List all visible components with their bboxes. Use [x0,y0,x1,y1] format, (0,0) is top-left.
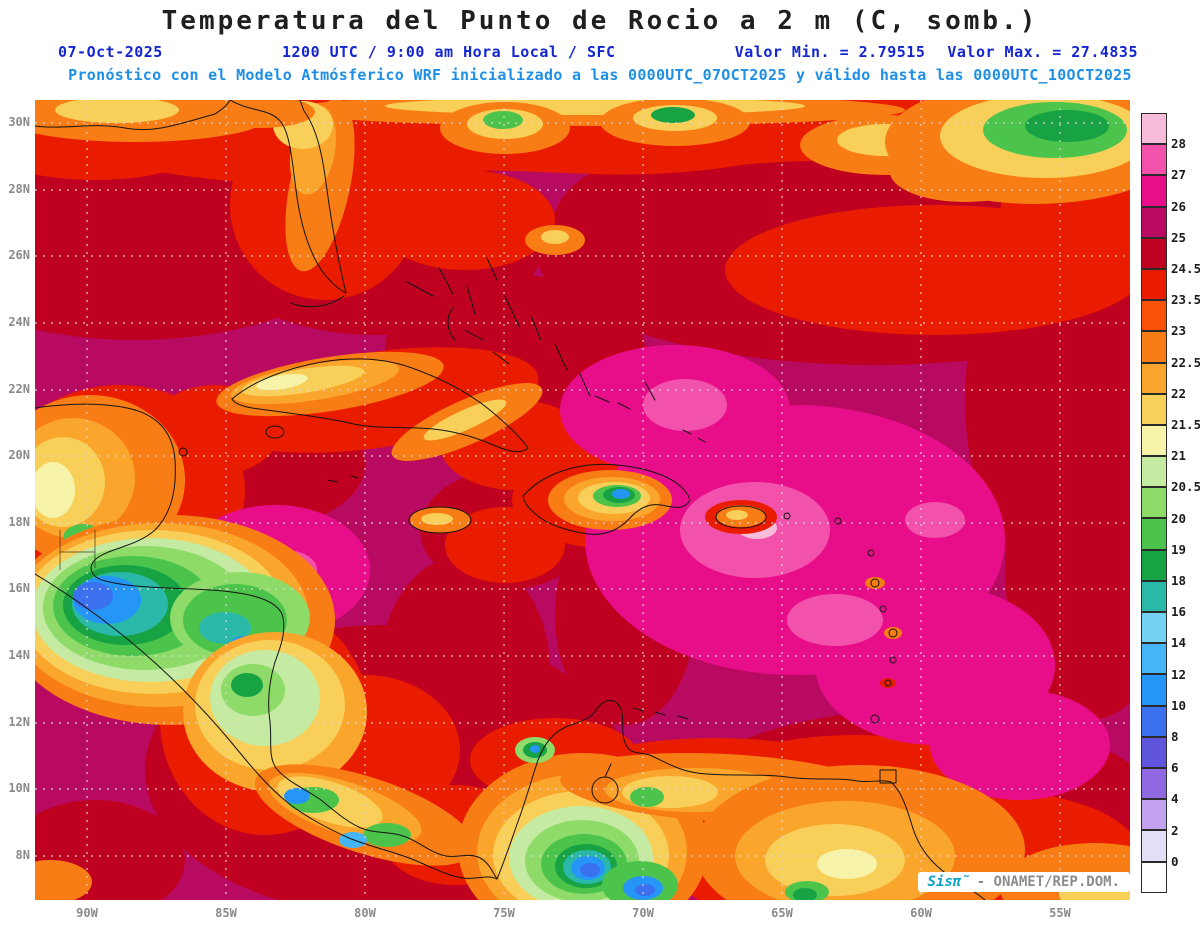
colorbar-swatch [1141,799,1167,831]
colorbar-swatch [1141,643,1167,675]
temperature-field [35,100,1130,900]
page-title: Temperatura del Punto de Rocio a 2 m (C,… [161,6,1039,36]
map-canvas [35,100,1130,900]
grid-lines [35,100,1130,900]
colorbar-swatch [1141,456,1167,488]
colorbar-swatch [1141,113,1167,145]
attribution-text: - ONAMET/REP.DOM. [976,874,1120,890]
colorbar-swatch [1141,362,1167,394]
colorbar-swatch [1141,237,1167,269]
lon-tick-label: 65W [771,906,793,920]
lon-tick-label: 85W [215,906,237,920]
max-value: Valor Max. = 27.4835 [947,43,1138,61]
colorbar-swatch [1141,705,1167,737]
colorbar-swatch [1141,331,1167,363]
colorbar-swatch [1141,518,1167,550]
colorbar-tick-label: 20.5 [1171,479,1200,495]
colorbar-tick-label: 14 [1171,635,1187,651]
lat-tick-label: 16N [8,581,30,596]
colorbar-swatch [1141,206,1167,238]
colorbar-swatch [1141,861,1167,893]
colorbar-tick-label: 21.5 [1171,417,1200,432]
colorbar-tick-label: 16 [1171,604,1187,620]
colorbar-tick-label: 8 [1171,729,1179,744]
lat-tick-label: 18N [8,514,30,529]
colorbar-swatch [1141,424,1167,457]
attribution-box: Sisπ̃ - ONAMET/REP.DOM. [917,872,1130,892]
colorbar-swatch [1141,393,1167,425]
lat-tick-label: 30N [8,115,30,129]
colorbar-tick-label: 20 [1171,510,1187,526]
colorbar-swatch [1141,736,1167,768]
colorbar-tick-label: 23 [1171,323,1187,339]
brand-logo: Sisπ̃ [927,874,970,890]
lon-tick-label: 75W [493,906,515,920]
lon-tick-label: 70W [632,906,654,920]
colorbar-swatch [1141,612,1167,644]
lat-tick-label: 10N [8,781,30,796]
lon-tick-label: 60W [910,906,932,920]
map-plot: Sisπ̃ - ONAMET/REP.DOM. 30N 28N 26N 24N 22N 2… [0,96,1200,927]
colorbar-swatch [1141,175,1167,207]
colorbar [1141,113,1167,893]
lon-tick-label: 80W [354,906,376,920]
colorbar-tick-label: 22.5 [1171,354,1200,370]
colorbar-tick-label: 28 [1171,136,1187,152]
forecast-line: Pronóstico con el Modelo Atmósferico WRF… [68,66,1132,84]
colorbar-tick-label: 24.5 [1171,261,1200,276]
colorbar-tick-label: 0 [1171,853,1179,869]
coastlines [35,100,986,900]
colorbar-swatch [1141,487,1167,519]
colorbar-tick-label: 22 [1171,385,1187,401]
colorbar-tick-label: 12 [1171,666,1187,682]
colorbar-tick-label: 2 [1171,822,1179,838]
colorbar-tick-label: 26 [1171,198,1187,214]
colorbar-swatch [1141,144,1167,176]
colorbar-tick-label: 19 [1171,541,1187,557]
colorbar-tick-label: 23.5 [1171,292,1200,308]
colorbar-swatch [1141,767,1167,800]
lat-tick-label: 26N [8,248,30,263]
lat-tick-label: 28N [8,181,30,196]
minmax-values: Valor Min. = 2.79515 Valor Max. = 27.483… [735,43,1138,61]
colorbar-tick-label: 25 [1171,229,1187,245]
colorbar-tick-label: 4 [1171,791,1179,807]
lon-tick-label: 55W [1049,906,1071,920]
colorbar-swatch [1141,268,1167,301]
lat-tick-label: 12N [8,714,30,729]
subtitle-row: 07-Oct-2025 1200 UTC / 9:00 am Hora Loca… [0,43,1200,61]
min-value: Valor Min. = 2.79515 [734,43,926,61]
lat-tick-label: 14N [8,648,30,663]
colorbar-swatch [1141,300,1167,332]
lat-tick-label: 8N [15,847,30,862]
colorbar-swatch [1141,549,1167,581]
run-date: 07-Oct-2025 [58,43,163,61]
colorbar-swatch [1141,674,1167,706]
lat-tick-label: 20N [8,448,30,463]
colorbar-swatch [1141,830,1167,862]
colorbar-tick-label: 10 [1171,697,1187,713]
colorbar-tick-label: 27 [1171,167,1187,183]
colorbar-tick-label: 6 [1171,760,1179,776]
lat-tick-label: 24N [8,314,30,329]
colorbar-tick-label: 18 [1171,573,1187,588]
figure-header: Temperatura del Punto de Rocio a 2 m (C,… [0,0,1200,96]
lon-tick-label: 90W [76,906,98,920]
valid-time: 1200 UTC / 9:00 am Hora Local / SFC [282,43,616,61]
colorbar-tick-label: 21 [1171,448,1187,464]
colorbar-swatch [1141,580,1167,612]
lat-tick-label: 22N [8,381,30,396]
